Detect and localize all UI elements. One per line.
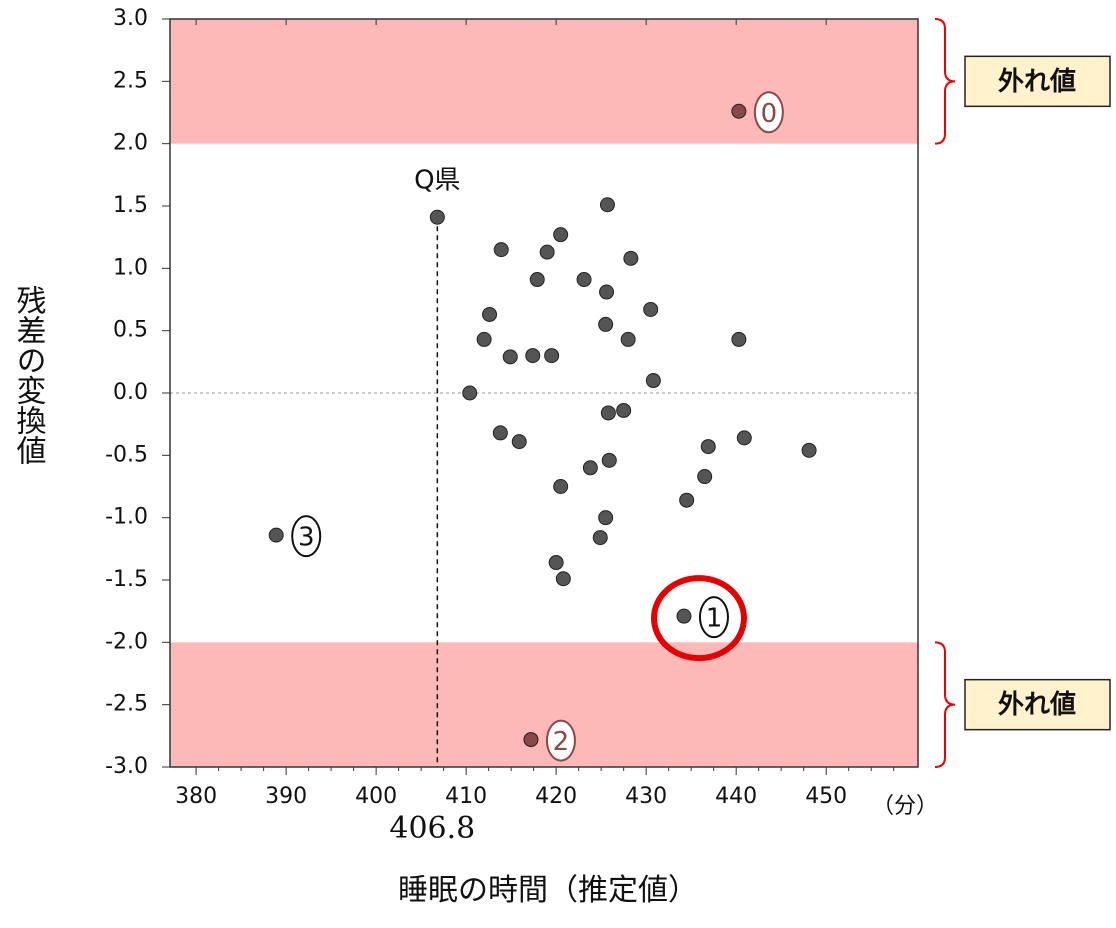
- y-tick-label: 2.0: [113, 131, 148, 156]
- point: [679, 492, 695, 508]
- point: [476, 331, 492, 347]
- point: [462, 385, 478, 401]
- point: [643, 301, 659, 317]
- point-label-ring: [753, 91, 784, 134]
- point: [731, 331, 747, 347]
- x-tick-label: 380: [175, 784, 217, 809]
- y-tick-label: 3.0: [113, 6, 148, 31]
- point: [268, 527, 284, 543]
- point: [492, 425, 508, 441]
- point: [544, 348, 560, 364]
- point: [736, 430, 752, 446]
- y-tick-label: -2.5: [105, 692, 148, 717]
- band-label-box: [964, 55, 1111, 108]
- point: [592, 530, 608, 546]
- band-label: 外れ値: [998, 67, 1076, 97]
- x-tick-label: 420: [535, 784, 577, 809]
- point-label-ring: [545, 719, 576, 762]
- point: [601, 452, 617, 468]
- point: [548, 555, 564, 571]
- point: [801, 442, 817, 458]
- bracket: [934, 18, 956, 145]
- x-tick-label: 440: [715, 784, 757, 809]
- point-label: 1: [706, 604, 723, 634]
- point: [676, 608, 692, 624]
- point: [511, 434, 527, 450]
- x-tick-label: 430: [625, 784, 667, 809]
- point: [553, 479, 569, 494]
- point-label: Q県: [414, 166, 460, 196]
- point: [555, 571, 571, 587]
- point: [525, 348, 541, 364]
- x-tick-label: 410: [445, 784, 487, 809]
- y-axis-label: 残差の変換値: [11, 285, 47, 465]
- point: [731, 103, 747, 119]
- point: [598, 510, 614, 526]
- y-tick-label: -1.0: [105, 505, 148, 530]
- point: [576, 272, 592, 288]
- point: [523, 732, 539, 748]
- point-label-ring: [698, 596, 729, 639]
- x-unit: （分）: [872, 794, 938, 819]
- point-label-ring: [291, 515, 322, 558]
- point-label: 2: [553, 727, 570, 757]
- point: [429, 209, 445, 225]
- x-tick-label: 450: [805, 784, 847, 809]
- point: [616, 402, 632, 418]
- point: [493, 242, 509, 258]
- x-tick-label: 400: [355, 784, 397, 809]
- y-tick-label: 1.0: [113, 255, 148, 280]
- band-label-box: [964, 678, 1111, 731]
- point: [599, 197, 615, 213]
- point: [598, 316, 614, 332]
- point-label: 0: [761, 99, 778, 129]
- x-axis-label: 睡眠の時間（推定値）: [398, 873, 698, 908]
- point: [553, 227, 569, 243]
- point: [539, 244, 555, 260]
- y-tick-label: 2.5: [113, 68, 148, 93]
- y-tick-label: 1.5: [113, 193, 148, 218]
- bracket: [934, 641, 956, 768]
- point: [700, 439, 716, 455]
- point: [502, 349, 518, 365]
- highlight-ring: [650, 575, 747, 662]
- point: [600, 405, 616, 421]
- y-tick-label: 0.5: [113, 318, 148, 343]
- x-tick-label: 390: [265, 784, 307, 809]
- point: [697, 469, 713, 485]
- y-tick-label: -3.0: [105, 754, 148, 779]
- outlier-band: [170, 642, 918, 767]
- point: [623, 250, 639, 266]
- point: [599, 284, 615, 300]
- point: [620, 331, 636, 347]
- point: [529, 272, 545, 288]
- plot-frame: [169, 18, 919, 768]
- point: [645, 373, 661, 389]
- outlier-band: [170, 19, 918, 144]
- y-tick-label: -1.5: [105, 567, 148, 592]
- y-tick-label: -2.0: [105, 629, 148, 654]
- y-tick-label: -0.5: [105, 442, 148, 467]
- point: [482, 306, 498, 322]
- point-label: 3: [298, 523, 315, 553]
- point: [582, 460, 598, 476]
- y-tick-label: 0.0: [113, 380, 148, 405]
- band-label: 外れ値: [998, 690, 1076, 720]
- reference-label: 406.8: [389, 811, 475, 846]
